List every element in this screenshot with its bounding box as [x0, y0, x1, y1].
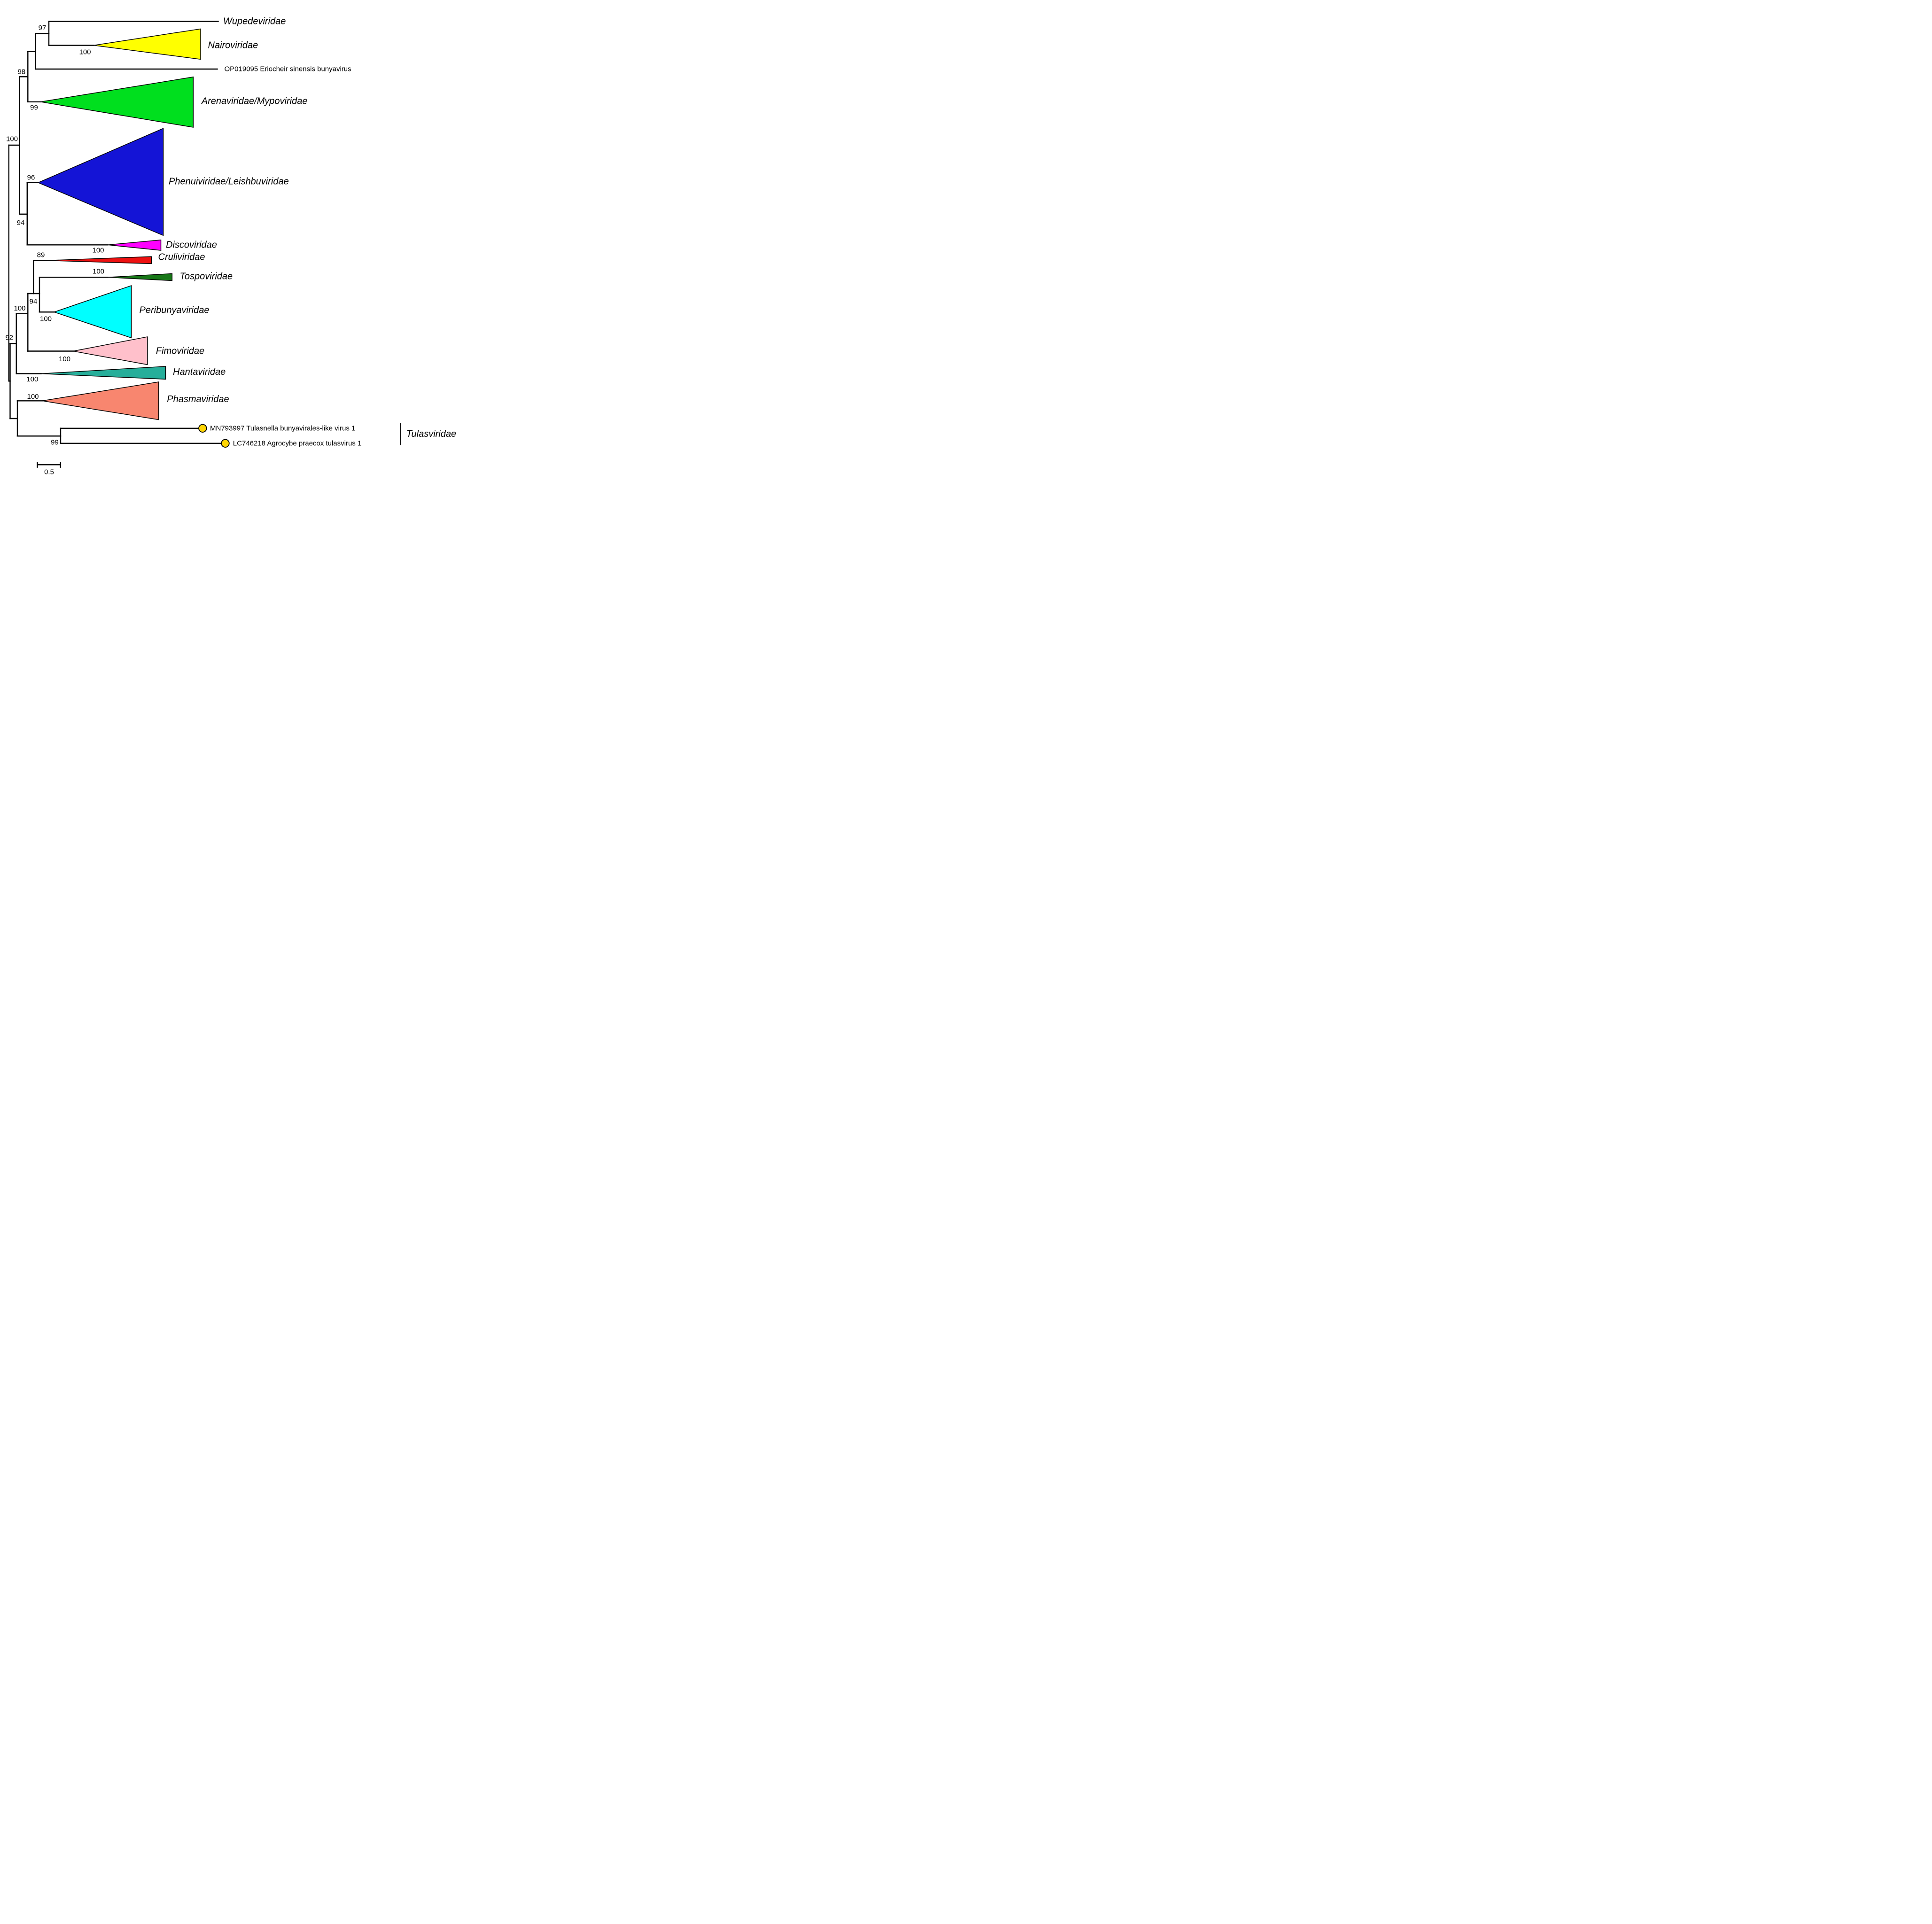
clade-triangle-phasmaviridae	[42, 381, 159, 420]
clade-triangle-fimoviridae	[73, 336, 148, 365]
clade-label-arenaviridae: Arenaviridae/Mypoviridae	[201, 96, 308, 107]
clade-label-discoviridae: Discoviridae	[166, 240, 217, 250]
clade-triangle-cruliviridae	[46, 256, 152, 264]
support-value: 89	[37, 251, 45, 259]
tip-label-mn793997: MN793997 Tulasnella bunyavirales-like vi…	[210, 424, 355, 432]
clade-triangle-discoviridae	[108, 239, 162, 251]
support-value: 99	[51, 439, 59, 447]
tip-label-op019095: OP019095 Eriocheir sinensis bunyavirus	[225, 65, 351, 73]
support-value: 98	[17, 68, 25, 76]
support-value: 99	[30, 103, 38, 111]
clade-label-peribunyaviridae: Peribunyaviridae	[140, 305, 210, 315]
phylogenetic-tree-canvas: Nairoviridae Arenaviridae/Mypoviridae Phen…	[5, 16, 456, 476]
support-value: 100	[40, 315, 52, 323]
support-value: 94	[30, 298, 38, 306]
support-value: 100	[79, 48, 91, 56]
clade-triangle-peribunyaviridae	[53, 285, 132, 339]
clade-label-phasmaviridae: Phasmaviridae	[167, 394, 229, 404]
clade-label-phenuiviridae: Phenuiviridae/Leishbuviridae	[169, 176, 289, 186]
tip-label-wupedeviridae: Wupedeviridae	[223, 16, 286, 27]
support-value: 100	[93, 267, 104, 275]
clade-triangle-hantaviridae	[41, 366, 166, 380]
support-value: 100	[14, 304, 25, 312]
support-value: 100	[27, 393, 39, 401]
support-value: 100	[59, 355, 70, 363]
clade-label-hantaviridae: Hantaviridae	[173, 367, 226, 377]
clade-label-fimoviridae: Fimoviridae	[156, 346, 204, 357]
support-value: 100	[26, 375, 38, 383]
scale-bar-label: 0.5	[44, 468, 54, 476]
clade-label-nairoviridae: Nairoviridae	[208, 40, 258, 51]
taxon-marker-icon-mn793997	[198, 424, 207, 433]
clade-label-tospoviridae: Tospoviridae	[180, 272, 233, 282]
tip-label-lc746218: LC746218 Agrocybe praecox tulasvirus 1	[233, 439, 362, 447]
support-value: 97	[39, 24, 47, 32]
clade-label-cruliviridae: Cruliviridae	[158, 252, 205, 263]
family-bracket-label: Tulasviridae	[406, 429, 456, 439]
support-value: 100	[92, 247, 104, 255]
support-value: 100	[6, 135, 18, 143]
clade-triangle-phenuiviridae	[37, 128, 164, 236]
support-value: 92	[5, 334, 13, 341]
support-value: 94	[17, 219, 25, 227]
phylogenetic-tree-figure: Nairoviridae Arenaviridae/Mypoviridae Phen…	[0, 0, 483, 481]
clade-triangle-nairoviridae	[93, 28, 201, 60]
clade-triangle-tospoviridae	[108, 273, 173, 281]
support-value: 96	[27, 174, 35, 182]
clade-triangle-arenaviridae	[40, 76, 194, 128]
taxon-marker-icon-lc746218	[221, 439, 230, 448]
